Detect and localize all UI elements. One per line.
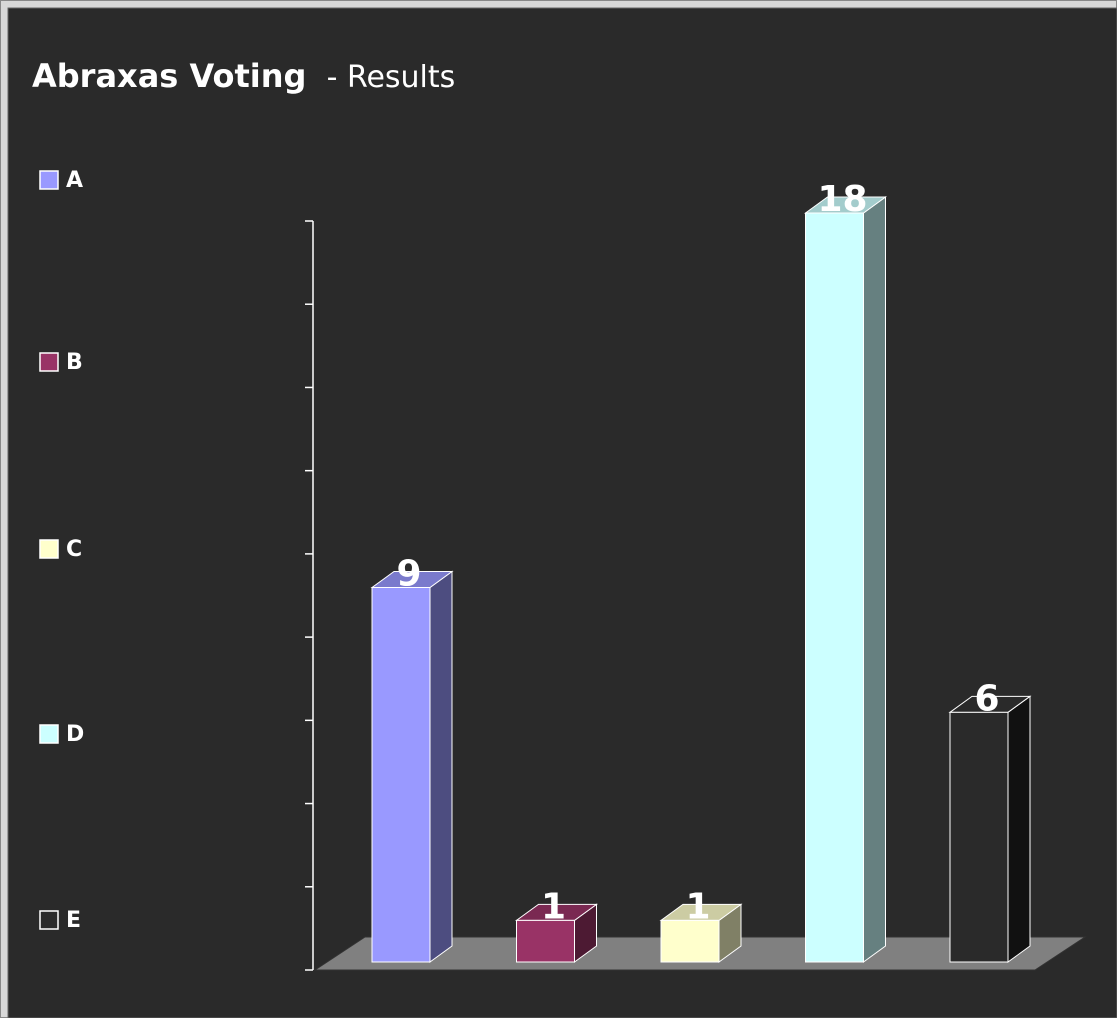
legend-swatch (39, 724, 59, 744)
bar-side (1007, 695, 1031, 963)
legend-swatch (39, 539, 59, 559)
chart-title: Abraxas Voting - Results (32, 57, 455, 95)
legend-label: E (66, 908, 81, 933)
value-label: 9 (396, 554, 421, 595)
legend-label: B (66, 350, 83, 375)
bar (516, 919, 575, 963)
value-label: 1 (685, 886, 710, 927)
bar-side (863, 196, 886, 963)
bar (805, 212, 864, 963)
bar-side (429, 570, 453, 963)
subtitle: - Results (327, 60, 456, 95)
value-label: 6 (974, 678, 999, 719)
value-label: 18 (817, 179, 867, 220)
bar (949, 711, 1009, 963)
bar (660, 919, 720, 963)
value-label: 1 (541, 886, 566, 927)
legend-label: A (66, 168, 83, 193)
legend-label: C (66, 537, 82, 562)
panel (7, 7, 1117, 1018)
bar (371, 587, 431, 963)
legend-label: D (66, 722, 84, 747)
title: Abraxas Voting (32, 57, 306, 95)
legend-swatch (39, 170, 59, 190)
legend-swatch (39, 910, 59, 930)
legend-swatch (39, 352, 59, 372)
